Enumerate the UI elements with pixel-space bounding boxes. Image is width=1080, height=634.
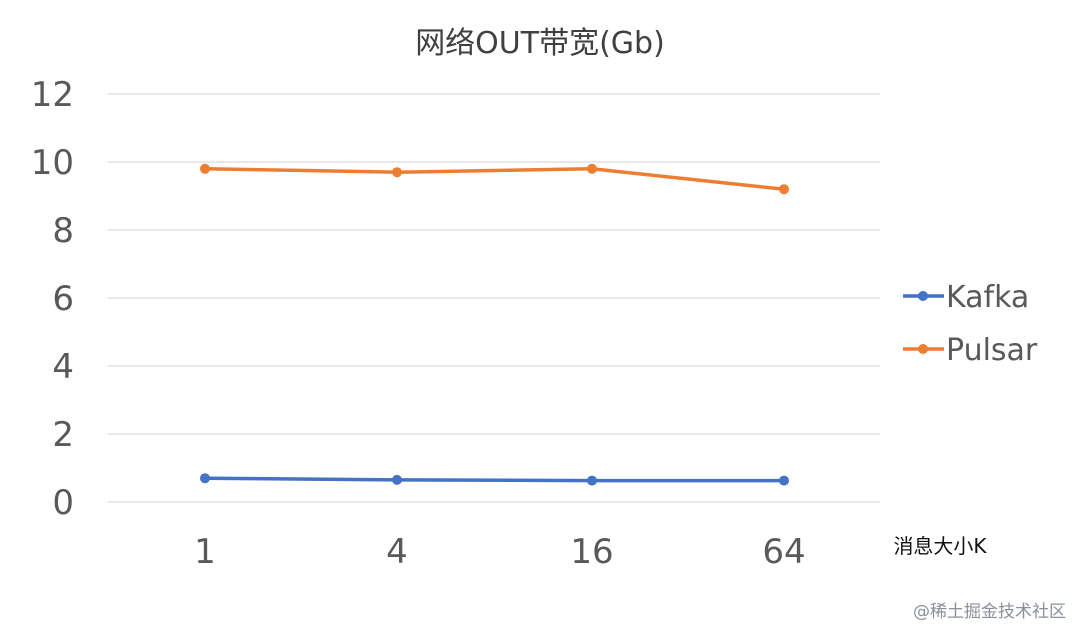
data-point-pulsar xyxy=(587,163,597,174)
y-axis-ticks: 0 2 4 6 8 10 12 xyxy=(31,75,74,523)
data-point-kafka xyxy=(779,475,789,486)
series-line-kafka xyxy=(204,476,784,483)
y-tick-label: 12 xyxy=(31,75,74,115)
legend-swatch-marker xyxy=(918,344,928,354)
y-tick-label: 2 xyxy=(52,415,74,455)
legend-swatch-marker xyxy=(918,291,928,301)
x-tick-label: 16 xyxy=(570,532,613,572)
x-axis-label: 消息大小K xyxy=(893,534,987,558)
legend: Kafka Pulsar xyxy=(903,280,1038,368)
x-tick-label: 64 xyxy=(762,532,805,572)
legend-item-pulsar: Pulsar xyxy=(903,333,1038,368)
series-line-pulsar xyxy=(204,167,785,191)
y-tick-label: 0 xyxy=(52,483,74,523)
x-tick-label: 1 xyxy=(194,532,216,572)
grid xyxy=(108,93,880,503)
watermark: @稀土掘金技术社区 xyxy=(913,602,1066,622)
series-group xyxy=(200,163,789,486)
y-tick-label: 6 xyxy=(52,279,74,319)
x-tick-label: 4 xyxy=(386,532,408,572)
y-tick-label: 10 xyxy=(31,143,74,183)
data-point-kafka xyxy=(587,475,597,486)
data-point-pulsar xyxy=(779,184,789,195)
y-tick-label: 4 xyxy=(52,347,74,387)
legend-label: Pulsar xyxy=(946,333,1038,368)
data-point-kafka xyxy=(200,473,210,484)
data-point-pulsar xyxy=(200,163,210,174)
x-axis-ticks: 1 4 16 64 xyxy=(194,532,805,572)
legend-item-kafka: Kafka xyxy=(903,280,1029,315)
legend-label: Kafka xyxy=(946,280,1029,315)
data-point-kafka xyxy=(392,474,402,485)
y-tick-label: 8 xyxy=(52,211,74,251)
chart-title: 网络OUT带宽(Gb) xyxy=(415,26,665,61)
data-point-pulsar xyxy=(392,167,402,178)
